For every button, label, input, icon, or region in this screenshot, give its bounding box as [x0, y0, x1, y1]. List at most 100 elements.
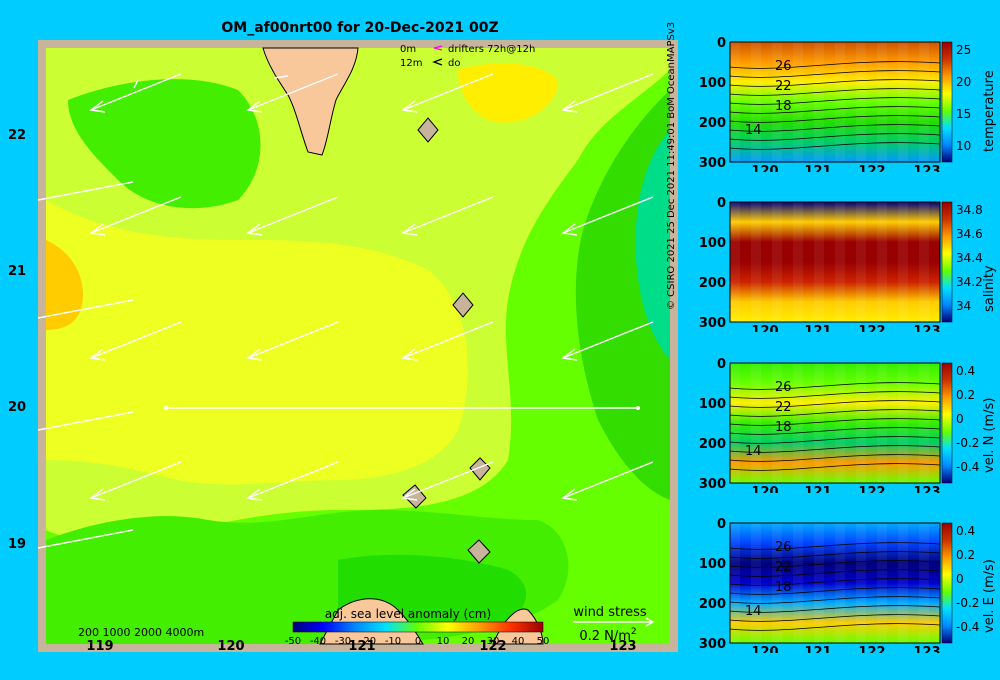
section-lon-tick: 121: [804, 324, 831, 332]
section-panel[interactable]: 26 22 18 14 0 100 200 300 120 121 122 123 0.4 0.2 0 -0.…: [690, 513, 1000, 653]
drifter-0m-icon: [433, 45, 443, 51]
page-title: OM_af00nrt00 for 20-Dec-2021 00Z: [221, 20, 499, 36]
section-variable-label: vel. E (m/s): [982, 559, 997, 633]
section-colorbar: [941, 201, 953, 323]
depth-tick: 0: [717, 196, 726, 211]
bathymetry-legend: 200 1000 2000 4000m: [78, 626, 204, 639]
depth-tick: 0: [717, 517, 726, 532]
section-variable-label: temperature: [982, 70, 997, 152]
section-stripe: [877, 42, 887, 162]
section-colorbar-tick: 34.6: [956, 227, 983, 241]
section-stripe: [751, 42, 761, 162]
section-variable-label: vel. N (m/s): [982, 397, 997, 473]
isotherm-line: [729, 578, 941, 586]
section-lon-tick: 121: [804, 645, 831, 653]
contour-label: 22: [775, 79, 792, 94]
section-stripe: [835, 42, 845, 162]
colorbar-tick: -20: [360, 636, 376, 647]
section-stripe: [814, 363, 824, 483]
isotherm-line: [729, 463, 941, 471]
section-colorbar: [941, 362, 953, 484]
section-frame: [729, 362, 941, 484]
depth-tick: 100: [699, 557, 726, 572]
luzon-coast: [319, 598, 424, 645]
section-stripe: [730, 363, 740, 483]
section-colorbar-tick: 15: [956, 107, 971, 121]
wind-stress-arrows: [38, 73, 654, 549]
section-lon-tick: 120: [751, 324, 778, 332]
section-frame: [729, 522, 941, 644]
section-colorbar-tick: 0: [956, 572, 964, 586]
section-lon-tick: 120: [751, 485, 778, 493]
section-colorbar: [941, 522, 953, 644]
colorbar-tick: 20: [462, 636, 475, 647]
contour-label: 22: [775, 400, 792, 415]
depth-tick: 200: [699, 597, 726, 612]
island-babuyan: [467, 539, 491, 564]
depth-tick: 300: [699, 477, 726, 492]
map-lon-tick: 121: [348, 639, 375, 652]
depth-tick: 0: [717, 36, 726, 51]
section-stripe: [793, 523, 803, 643]
contour-label: 14: [745, 123, 762, 138]
section-panel[interactable]: 26 22 18 14 0 100 200 300 120 121 122 123 0.4 0.2 0 -0.…: [690, 353, 1000, 493]
map-lon-tick: 119: [86, 639, 113, 652]
section-colorbar-tick: 34.8: [956, 203, 983, 217]
map-lon-ticks: 119 120 121 122 123: [86, 639, 636, 652]
section-stripe: [772, 523, 782, 643]
contour-label: 26: [775, 380, 792, 395]
colorbar-ticks: -50 -40 -30 -20 -10 0 10 20 30 40 50: [285, 636, 550, 647]
colorbar-tick: -30: [335, 636, 351, 647]
ssh-high-region: [46, 200, 468, 485]
isotherm-line: [729, 409, 941, 417]
section-panel[interactable]: 26 22 18 14 0 100 200 300 120 121 122 123 25 20 15 10: [690, 32, 1000, 172]
section-start: [164, 406, 168, 410]
section-stripe: [814, 42, 824, 162]
section-colorbar-tick: -0.2: [956, 596, 979, 610]
section-lon-tick: 121: [804, 485, 831, 493]
depth-tick: 0: [717, 357, 726, 372]
section-panel[interactable]: 0 100 200 300 120 121 122 123 34.8 34.6 34.4 34.2 34: [690, 192, 1000, 332]
isotherm-line: [729, 124, 941, 132]
isotherm-line: [729, 605, 941, 613]
section-stripe: [919, 202, 929, 322]
ssh-lowest-east: [635, 130, 670, 360]
ssh-colorbar: [292, 621, 544, 633]
isotherm-line: [729, 623, 941, 631]
section-stripe: [793, 363, 803, 483]
section-variable-label: salinity: [982, 265, 997, 312]
credit-text: © CSIRO 2021 25 Dec 2021 11:49:01 BoM Oc…: [666, 21, 677, 310]
section-stripe: [772, 363, 782, 483]
section-colorbar-tick: 0: [956, 412, 964, 426]
colorbar-tick: 30: [487, 636, 500, 647]
section-end: [636, 406, 640, 410]
isotherm-line: [729, 614, 941, 622]
isotherm-line: [729, 61, 941, 69]
section-lon-tick: 122: [858, 485, 885, 493]
map-lat-tick-label: 22: [8, 128, 27, 143]
island-sabtang: [402, 484, 427, 509]
colorbar-tick: 50: [537, 636, 550, 647]
colorbar-tick: 0: [415, 636, 421, 647]
section-stripe: [856, 523, 866, 643]
isotherm-line: [729, 88, 941, 96]
section-stripe: [856, 42, 866, 162]
ssh-orange-patch: [46, 240, 83, 330]
wind-stress-label: wind stress: [573, 605, 647, 620]
map-lon-tick: 120: [217, 639, 244, 652]
map-lon-tick: 123: [609, 639, 636, 652]
section-stripe: [877, 202, 887, 322]
section-field: [730, 202, 940, 322]
isotherm-line: [729, 70, 941, 78]
isotherm-line: [729, 542, 941, 550]
isotherm-line: [729, 133, 941, 141]
map-lat-tick-label: 19: [8, 537, 27, 552]
section-stripe: [919, 363, 929, 483]
section-frame: [729, 201, 941, 323]
section-lon-tick: 123: [913, 645, 940, 653]
isotherm-line: [729, 560, 941, 568]
depth-tick: 100: [699, 397, 726, 412]
section-lon-tick: 120: [751, 164, 778, 172]
isotherm-line: [729, 142, 941, 150]
